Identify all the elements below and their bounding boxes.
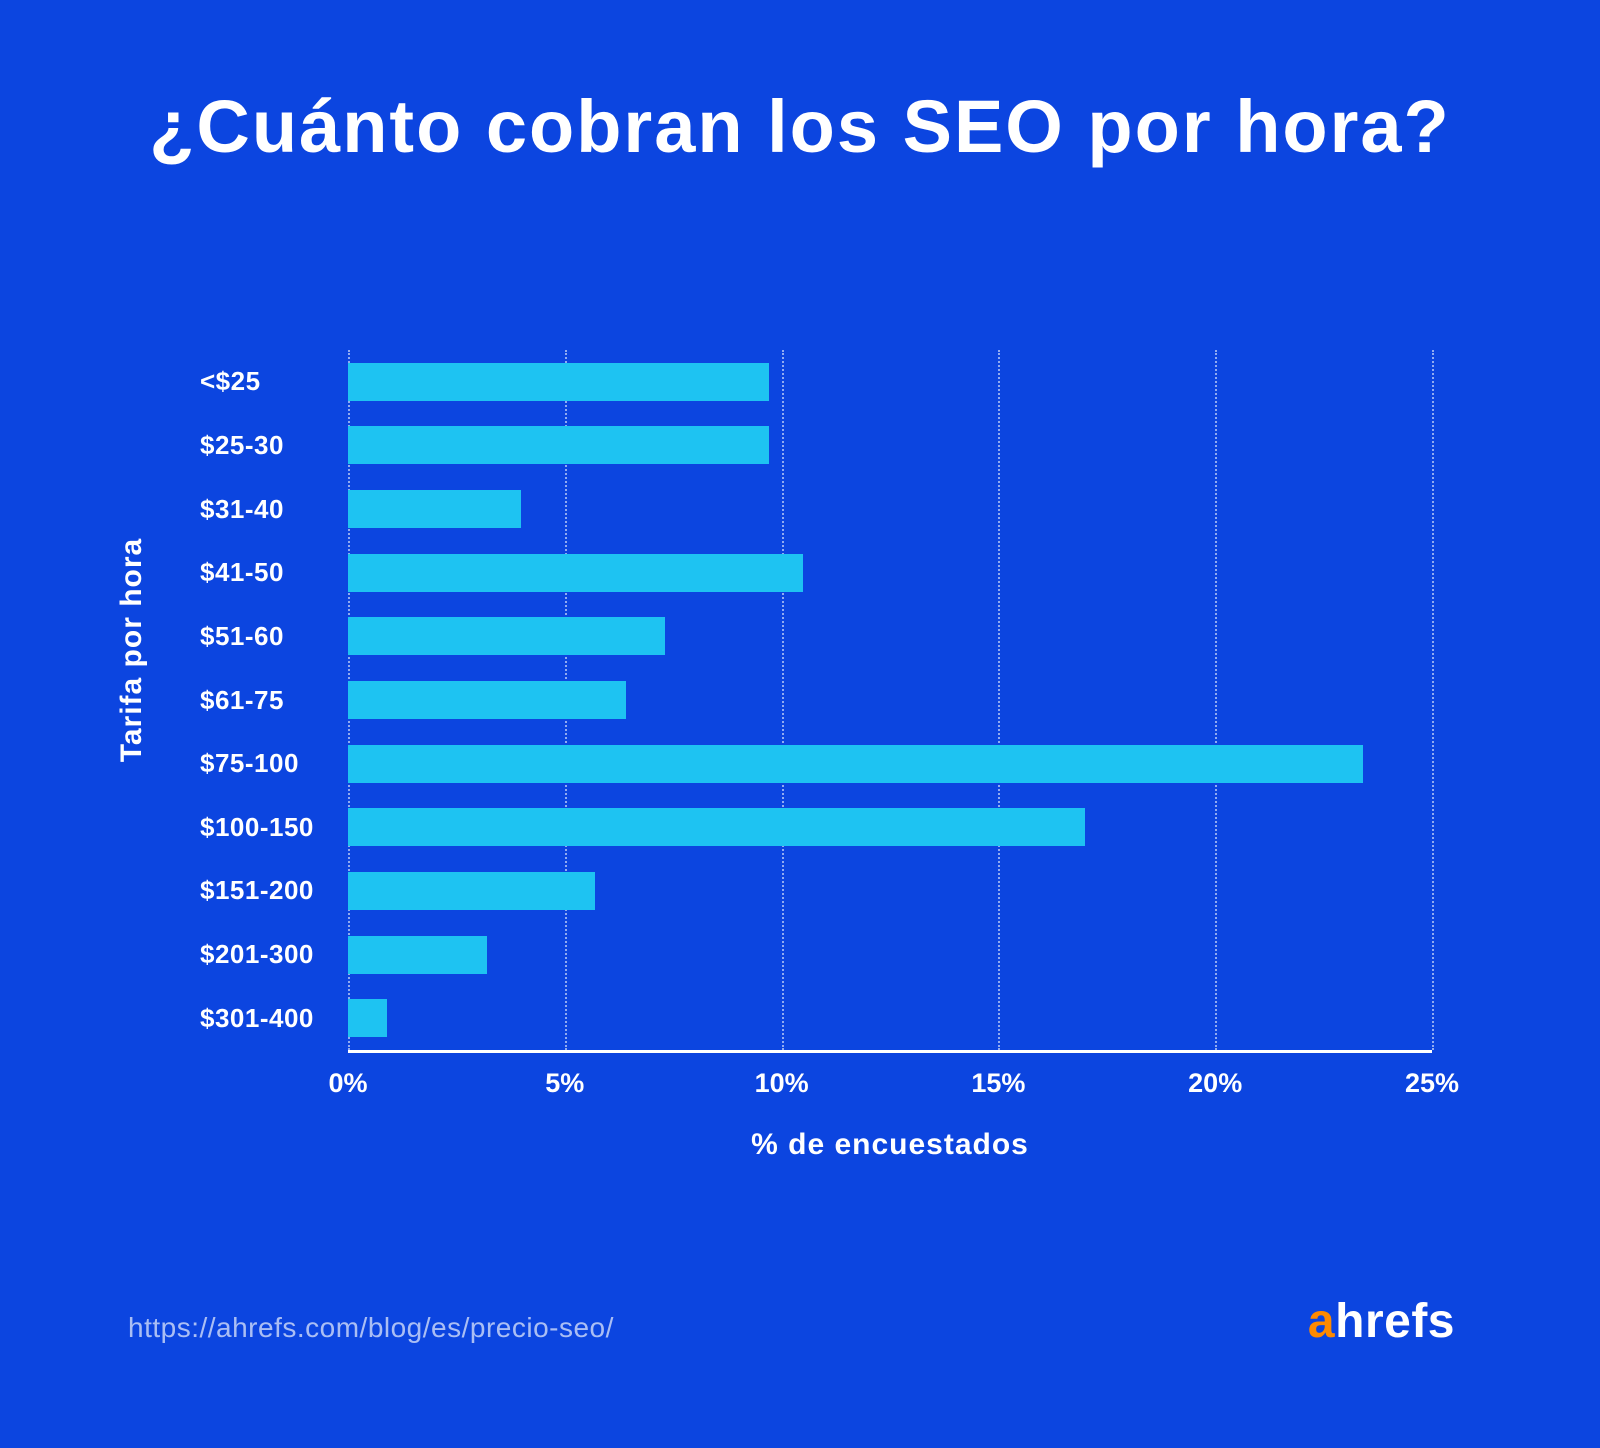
bar-row [348, 859, 1432, 923]
x-tick-label: 5% [545, 1068, 585, 1098]
x-tick-label: 20% [1188, 1068, 1243, 1098]
bar-chart [348, 350, 1434, 1053]
category-label: $31-40 [200, 493, 284, 524]
ahrefs-logo: ahrefs [1308, 1294, 1455, 1349]
x-axis-title: % de encuestados [751, 1128, 1029, 1161]
x-tick-label: 0% [328, 1068, 368, 1098]
source-url: https://ahrefs.com/blog/es/precio-seo/ [128, 1312, 614, 1343]
bar-row [348, 795, 1432, 859]
logo-text: hrefs [1335, 1295, 1455, 1348]
bar [348, 744, 1363, 783]
category-label: $201-300 [200, 939, 314, 970]
gridline [1432, 350, 1434, 1050]
bar-row [348, 414, 1432, 478]
x-tick-label: 25% [1404, 1068, 1460, 1098]
bar-row [348, 605, 1432, 669]
bar [348, 617, 665, 656]
category-label: $151-200 [200, 875, 314, 906]
bar-row [348, 732, 1432, 796]
bar-row [348, 350, 1432, 414]
bar [348, 808, 1086, 847]
bar [348, 935, 487, 974]
bar [348, 999, 388, 1038]
bar [348, 490, 522, 529]
x-tick-label: 10% [754, 1068, 809, 1098]
bar [348, 871, 596, 910]
bar-row [348, 986, 1432, 1050]
category-label: $75-100 [200, 748, 299, 779]
bar [348, 553, 804, 592]
category-label: <$25 [200, 366, 261, 397]
gridline [781, 350, 784, 1050]
x-tick-labels: 0% 5% 10% 15% 20% 25% [328, 1068, 1459, 1102]
category-label: $51-60 [200, 620, 284, 651]
category-label: $25-30 [200, 429, 284, 460]
category-label: $100-150 [200, 811, 314, 842]
chart-title: ¿Cuánto cobran los SEO por hora? [149, 85, 1451, 168]
gridline [1215, 350, 1218, 1050]
bar [348, 362, 769, 401]
category-labels: <$25 $25-30 $31-40 $41-50 $51-60 $61-75 $75-10… [200, 350, 345, 1050]
x-tick-label: 15% [971, 1068, 1026, 1098]
category-label: $301-400 [200, 1002, 314, 1033]
bars [348, 350, 1432, 1050]
bar-row [348, 923, 1432, 987]
category-label: $41-50 [200, 557, 284, 588]
gridline [998, 350, 1001, 1050]
bar-row [348, 541, 1432, 605]
bar-row [348, 668, 1432, 732]
category-label: $61-75 [200, 684, 284, 715]
bar [348, 681, 626, 720]
logo-accent-letter: a [1307, 1295, 1336, 1348]
bar-row [348, 477, 1432, 541]
y-axis-title: Tarifa por hora [115, 537, 148, 763]
bar [348, 426, 769, 465]
